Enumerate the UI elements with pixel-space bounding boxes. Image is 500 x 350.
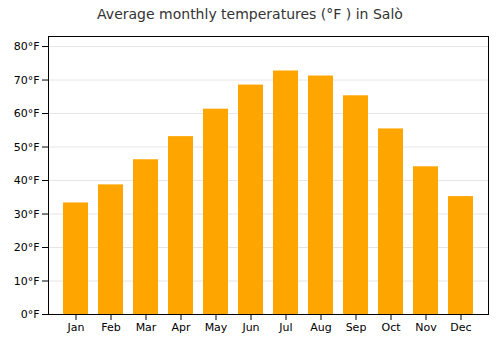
svg-text:Oct: Oct	[381, 321, 401, 334]
svg-text:Jun: Jun	[241, 321, 259, 334]
html-text:Average monthly temperatures (: Average monthly temperatures (°F ) in Sa…	[97, 6, 403, 22]
svg-text:Aug: Aug	[310, 321, 331, 334]
svg-text:50°F: 50°F	[14, 141, 40, 154]
svg-text:30°F: 30°F	[14, 208, 40, 221]
svg-text:Sep: Sep	[346, 321, 367, 334]
svg-text:80°F: 80°F	[14, 40, 40, 53]
svg-text:Dec: Dec	[450, 321, 471, 334]
svg-text:May: May	[205, 321, 228, 334]
svg-text:Jul: Jul	[278, 321, 292, 334]
svg-text:0°F: 0°F	[21, 308, 40, 321]
svg-text:20°F: 20°F	[14, 241, 40, 254]
svg-text:Mar: Mar	[136, 321, 157, 334]
svg-text:10°F: 10°F	[14, 275, 40, 288]
svg-text:Apr: Apr	[171, 321, 191, 334]
svg-text:40°F: 40°F	[14, 174, 40, 187]
svg-text:60°F: 60°F	[14, 107, 40, 120]
svg-text:Jan: Jan	[67, 321, 85, 334]
svg-text:70°F: 70°F	[14, 74, 40, 87]
svg-text:Feb: Feb	[101, 321, 120, 334]
svg-text:Nov: Nov	[415, 321, 437, 334]
